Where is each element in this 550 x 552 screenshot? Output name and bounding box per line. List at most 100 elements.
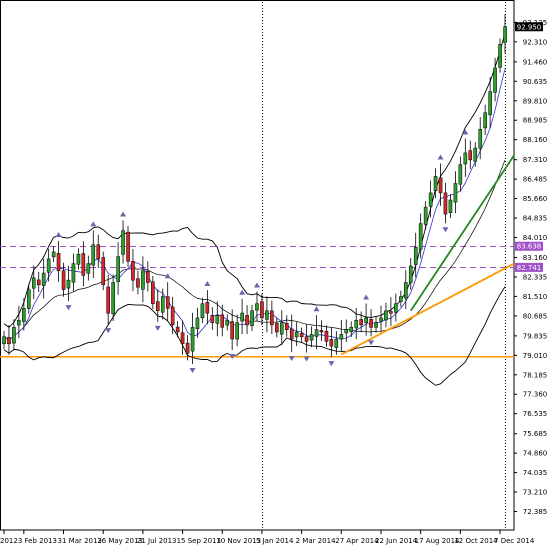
candle-body-44 [220, 314, 225, 328]
candle-45 [225, 314, 230, 331]
x-tick-label-10: 22 Jun 2014 [375, 537, 418, 545]
candle-body-78 [389, 311, 393, 314]
candle-body-39 [195, 317, 200, 329]
y-tick-label-19: 77.360 [523, 391, 548, 399]
candle-67 [334, 331, 339, 355]
candle-88 [438, 163, 443, 206]
candle-body-20 [101, 257, 106, 286]
candle-body-8 [41, 272, 46, 286]
candle-22 [111, 274, 115, 322]
candle-18 [91, 230, 96, 278]
candle-51 [255, 291, 259, 322]
candle-body-26 [131, 261, 135, 281]
candle-49 [245, 305, 249, 335]
green-trendline [410, 154, 515, 312]
candle-body-43 [215, 315, 220, 324]
candle-body-51 [255, 303, 259, 311]
candle-63 [314, 315, 319, 350]
y-tick-label-4: 89.810 [523, 97, 548, 105]
candle-body-19 [96, 244, 101, 260]
y-tick-label-2: 91.460 [523, 58, 548, 66]
candle-body-64 [319, 330, 324, 333]
y-tick-label-11: 84.010 [523, 234, 548, 242]
x-tick-label-12: 12 Oct 2014 [454, 537, 498, 545]
candle-body-10 [51, 251, 56, 258]
candle-body-31 [155, 301, 160, 312]
candle-body-3 [17, 319, 21, 326]
candle-29 [146, 261, 150, 292]
fractal-down-arrow-66 [328, 361, 335, 367]
candle-84 [418, 213, 423, 259]
x-tick-label-6: 10 Nov 2013 [216, 537, 261, 545]
candle-body-36 [180, 332, 185, 345]
candle-24 [121, 220, 125, 264]
candle-6 [31, 265, 36, 300]
candle-body-24 [121, 230, 125, 255]
candle-body-11 [56, 253, 61, 271]
current-price-box [515, 22, 543, 32]
bollinger-middle [3, 159, 506, 341]
y-tick-label-7: 87.310 [523, 156, 548, 164]
y-tick-label-15: 80.685 [523, 312, 548, 320]
candle-81 [404, 270, 408, 310]
candle-body-49 [245, 315, 249, 326]
fractal-down-arrow-58 [288, 356, 295, 362]
candle-79 [394, 293, 398, 322]
candle-71 [354, 307, 359, 340]
candle-body-21 [106, 286, 110, 314]
candle-body-1 [7, 337, 11, 345]
candle-body-77 [384, 310, 388, 321]
candle-69 [344, 319, 349, 343]
fractal-up-arrow-63 [313, 306, 320, 312]
candle-body-69 [344, 329, 349, 334]
candle-body-9 [46, 258, 51, 273]
candle-body-99 [493, 67, 497, 93]
candle-body-30 [151, 281, 155, 304]
candle-1 [7, 325, 11, 355]
y-tick-label-20: 76.535 [523, 410, 548, 418]
fractal-up-arrow-33 [164, 273, 171, 279]
candle-7 [36, 271, 41, 293]
candle-61 [304, 324, 309, 353]
y-tick-label-14: 81.510 [523, 293, 548, 301]
y-tick-label-13: 82.335 [523, 273, 548, 281]
candle-body-68 [339, 334, 344, 340]
x-tick-label-7: 5 Jan 2014 [256, 537, 294, 545]
candle-59 [294, 321, 299, 347]
candle-body-81 [404, 282, 408, 299]
y-tick-label-25: 72.385 [523, 508, 548, 516]
candle-body-88 [438, 177, 443, 194]
candle-body-57 [284, 323, 289, 330]
candle-body-60 [299, 333, 304, 337]
purple-level-box-1 [515, 262, 543, 272]
candle-body-67 [334, 338, 339, 348]
y-tick-label-3: 90.635 [523, 78, 548, 86]
candle-body-7 [36, 279, 41, 286]
fractal-down-arrow-89 [442, 227, 449, 233]
candle-9 [46, 248, 51, 282]
candle-80 [399, 290, 403, 307]
y-tick-label-21: 75.685 [523, 430, 548, 438]
candle-body-72 [359, 319, 363, 326]
candle-70 [349, 321, 354, 338]
candle-body-5 [27, 289, 31, 309]
candle-68 [339, 319, 344, 353]
candle-body-101 [503, 26, 507, 43]
x-tick-label-13: 7 Dec 2014 [494, 537, 535, 545]
candle-23 [116, 242, 120, 295]
candle-body-66 [329, 339, 334, 347]
candle-body-61 [304, 336, 309, 342]
candle-3 [17, 305, 21, 339]
candle-40 [200, 297, 205, 324]
candle-body-37 [185, 342, 190, 354]
price-axis: 93.13592.31091.46090.63589.81088.98588.1… [514, 19, 547, 516]
candle-body-54 [270, 310, 274, 326]
x-tick-label-1: 3 Feb 2013 [18, 537, 57, 545]
candle-101 [503, 14, 507, 54]
y-tick-label-17: 79.010 [523, 352, 548, 360]
candle-body-2 [12, 327, 16, 344]
orange-trendline [340, 262, 515, 356]
candle-64 [319, 320, 324, 342]
